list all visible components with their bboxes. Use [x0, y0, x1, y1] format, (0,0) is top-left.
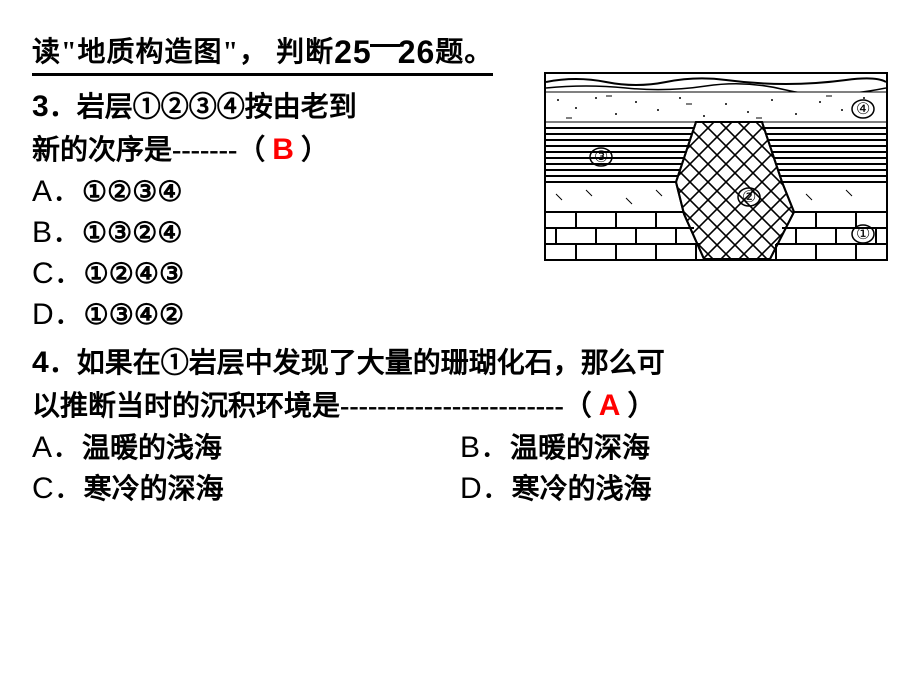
q3-optD-text: ①③④②	[84, 300, 184, 331]
q3-dot: ．	[49, 92, 77, 123]
opt-letter-B4: B．	[460, 431, 510, 464]
q3-optA-text: ①②③④	[82, 177, 182, 208]
title-suffix: 题。	[435, 37, 493, 68]
q4-option-D: D．寒冷的浅海	[460, 469, 888, 510]
q4-stem2-pre: 以推断当时的沉积环境是------------------------（	[32, 391, 592, 422]
q3-stem-line2: 新的次序是-------（ B ）	[32, 129, 536, 172]
q3-stem1: 岩层①②③④按由老到	[77, 92, 357, 123]
q3-option-B: B．①③②④	[32, 213, 536, 254]
title-prefix: 读"地质构造图"， 判断	[32, 37, 334, 68]
q4-optD-text: 寒冷的浅海	[512, 474, 652, 505]
q4-block: 4．如果在①岩层中发现了大量的珊瑚化石，那么可 以推断当时的沉积环境是-----…	[32, 342, 888, 510]
title-num2: 26	[398, 34, 436, 70]
opt-letter-B: B．	[32, 216, 82, 249]
title-row: 读"地质构造图"， 判断25 26题。	[32, 30, 888, 76]
q4-stem-line2: 以推断当时的沉积环境是------------------------（ A ）	[32, 385, 888, 428]
opt-letter-D4: D．	[460, 472, 512, 505]
opt-letter-C4: C．	[32, 472, 84, 505]
title-text: 读"地质构造图"， 判断25 26题。	[32, 30, 493, 76]
opt-letter-A4: A．	[32, 431, 82, 464]
q4-number: 4	[32, 346, 49, 379]
q3-answer: B	[272, 133, 294, 166]
q3-stem2-pre: 新的次序是-------（	[32, 135, 265, 166]
diagram-label-2: ②	[742, 189, 756, 206]
q4-stem2-post: ）	[627, 391, 655, 422]
q3-block: 3．岩层①②③④按由老到 新的次序是-------（ B ） A．①②③④ B．…	[32, 86, 536, 336]
q3-stem2-post: ）	[301, 135, 329, 166]
q3-option-C: C．①②④③	[32, 254, 536, 295]
opt-letter-D: D．	[32, 298, 84, 331]
opt-letter-C: C．	[32, 257, 84, 290]
q4-optC-text: 寒冷的深海	[84, 474, 224, 505]
q4-dot: ．	[49, 348, 77, 379]
diagram-label-1: ①	[856, 226, 870, 243]
diagram-svg: ① ② ③ ④	[546, 74, 886, 259]
q3-and-diagram: 3．岩层①②③④按由老到 新的次序是-------（ B ） A．①②③④ B．…	[32, 86, 888, 336]
q4-option-A: A．温暖的浅海	[32, 428, 460, 469]
page-content: 读"地质构造图"， 判断2526题。 3．岩层①②③④按由老到 新的次序是---…	[0, 0, 920, 510]
q4-option-C: C．寒冷的深海	[32, 469, 460, 510]
q4-answer: A	[599, 389, 621, 422]
title-num1: 25	[334, 34, 372, 70]
q3-stem-line1: 3．岩层①②③④按由老到	[32, 86, 536, 129]
title-tilde	[370, 44, 400, 47]
q4-option-B: B．温暖的深海	[460, 428, 888, 469]
q3-option-A: A．①②③④	[32, 172, 536, 213]
diagram-label-3: ③	[594, 149, 608, 166]
q4-stem-line1: 4．如果在①岩层中发现了大量的珊瑚化石，那么可	[32, 342, 888, 385]
q4-optA-text: 温暖的浅海	[82, 433, 222, 464]
q4-optB-text: 温暖的深海	[510, 433, 650, 464]
q3-option-D: D．①③④②	[32, 295, 536, 336]
q3-optC-text: ①②④③	[84, 259, 184, 290]
q4-options: A．温暖的浅海 B．温暖的深海 C．寒冷的深海 D．寒冷的浅海	[32, 428, 888, 510]
diagram-label-4: ④	[856, 101, 870, 118]
q3-number: 3	[32, 90, 49, 123]
q4-stem1: 如果在①岩层中发现了大量的珊瑚化石，那么可	[77, 348, 665, 379]
opt-letter-A: A．	[32, 175, 82, 208]
geology-diagram: ① ② ③ ④	[544, 72, 888, 261]
q3-optB-text: ①③②④	[82, 218, 182, 249]
